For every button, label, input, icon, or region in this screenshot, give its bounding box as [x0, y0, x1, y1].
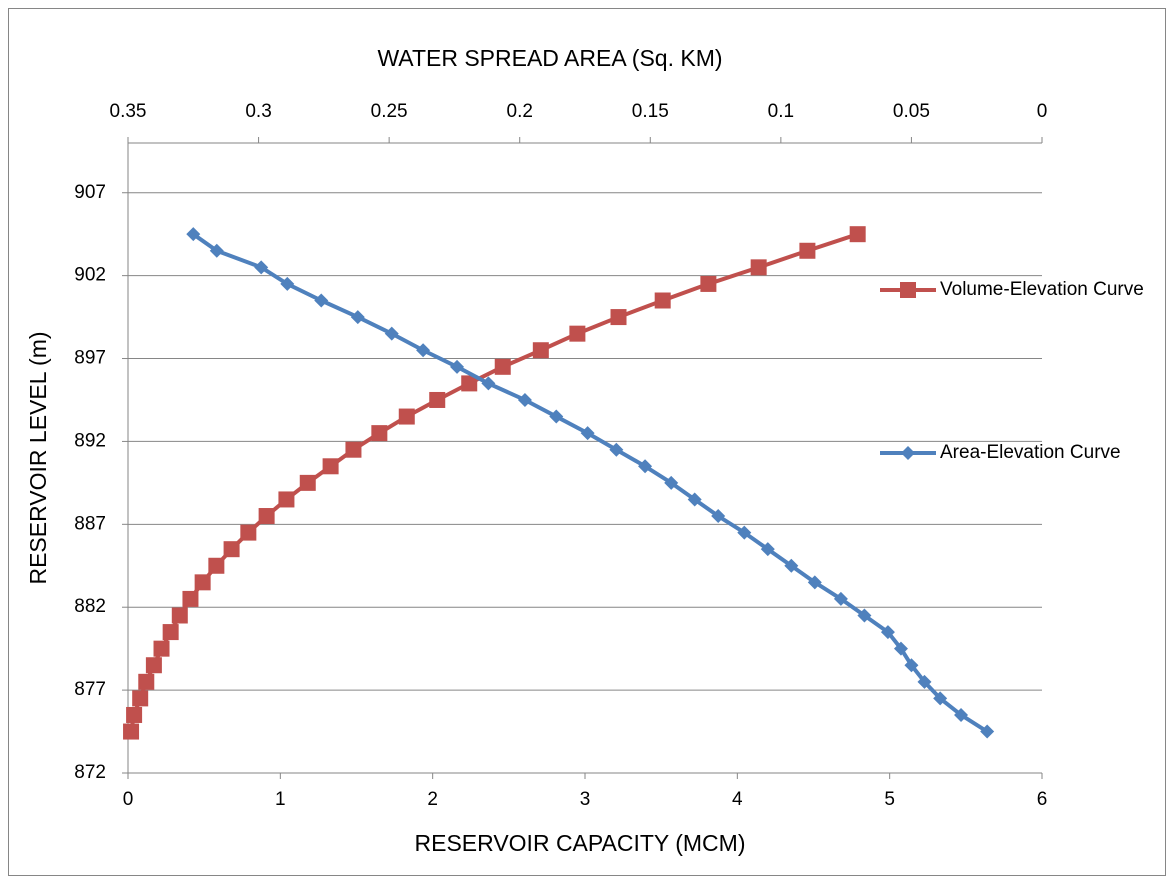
- marker: [833, 591, 848, 606]
- marker: [182, 590, 199, 607]
- marker: [549, 409, 564, 424]
- marker: [138, 673, 155, 690]
- marker: [322, 458, 339, 475]
- marker: [123, 723, 140, 740]
- marker: [162, 624, 179, 641]
- marker: [494, 358, 511, 375]
- y-tick-label: 882: [74, 596, 106, 617]
- marker: [186, 227, 201, 242]
- y-tick-label: 887: [74, 513, 106, 534]
- marker: [194, 574, 211, 591]
- legend-label: Volume-Elevation Curve: [940, 279, 1144, 300]
- x-tick-label: 2: [427, 789, 438, 810]
- x2-tick-label: 0: [1037, 101, 1048, 122]
- marker: [345, 441, 362, 458]
- marker: [980, 724, 995, 739]
- x-tick-label: 5: [884, 789, 895, 810]
- x2-tick-label: 0.25: [371, 101, 408, 122]
- marker: [278, 491, 295, 508]
- marker: [209, 243, 224, 258]
- marker: [750, 259, 767, 276]
- y-tick-label: 902: [74, 265, 106, 286]
- marker: [532, 342, 549, 359]
- marker: [153, 640, 170, 657]
- marker: [314, 293, 329, 308]
- marker: [254, 260, 269, 275]
- x2-tick-label: 0.35: [110, 101, 147, 122]
- marker: [687, 492, 702, 507]
- marker: [580, 426, 595, 441]
- marker: [664, 475, 679, 490]
- y-tick-label: 872: [74, 762, 106, 783]
- legend-label: Area-Elevation Curve: [940, 442, 1121, 463]
- marker: [901, 446, 915, 460]
- x-tick-label: 1: [275, 789, 286, 810]
- marker: [280, 276, 295, 291]
- x-axis-title: RESERVOIR CAPACITY (MCM): [415, 830, 746, 856]
- marker: [450, 359, 465, 374]
- marker: [416, 343, 431, 358]
- x-tick-label: 0: [123, 789, 134, 810]
- marker: [208, 557, 225, 574]
- marker: [893, 641, 908, 656]
- marker: [857, 608, 872, 623]
- marker: [638, 459, 653, 474]
- marker: [429, 391, 446, 408]
- marker: [398, 408, 415, 425]
- x2-tick-label: 0.2: [507, 101, 533, 122]
- marker: [240, 524, 257, 541]
- y-axis-title: RESERVOIR LEVEL (m): [25, 331, 51, 584]
- marker: [760, 542, 775, 557]
- marker: [258, 508, 275, 525]
- y-tick-label: 892: [74, 430, 106, 451]
- x2-axis-title: WATER SPREAD AREA (Sq. KM): [377, 45, 722, 71]
- chart-frame: [8, 8, 1166, 876]
- y-tick-label: 877: [74, 679, 106, 700]
- x2-tick-label: 0.05: [893, 101, 930, 122]
- y-tick-label: 907: [74, 182, 106, 203]
- x2-tick-label: 0.1: [768, 101, 794, 122]
- marker: [461, 375, 478, 392]
- y-tick-label: 897: [74, 348, 106, 369]
- marker: [517, 392, 532, 407]
- marker: [711, 509, 726, 524]
- marker: [917, 674, 932, 689]
- marker: [569, 325, 586, 342]
- marker: [737, 525, 752, 540]
- marker: [145, 657, 162, 674]
- marker: [654, 292, 671, 309]
- marker: [807, 575, 822, 590]
- marker: [371, 425, 388, 442]
- x-tick-label: 6: [1037, 789, 1048, 810]
- marker: [784, 558, 799, 573]
- marker: [610, 309, 627, 326]
- marker: [350, 310, 365, 325]
- marker: [880, 625, 895, 640]
- x-tick-label: 4: [732, 789, 743, 810]
- marker: [481, 376, 496, 391]
- x2-tick-label: 0.15: [632, 101, 669, 122]
- x-tick-label: 3: [580, 789, 591, 810]
- marker: [299, 474, 316, 491]
- marker: [933, 691, 948, 706]
- marker: [171, 607, 188, 624]
- marker: [126, 706, 143, 723]
- marker: [799, 242, 816, 259]
- marker: [700, 275, 717, 292]
- marker: [904, 658, 919, 673]
- x2-tick-label: 0.3: [245, 101, 271, 122]
- marker: [849, 226, 866, 243]
- marker: [954, 707, 969, 722]
- marker: [609, 442, 624, 457]
- marker: [900, 282, 916, 298]
- marker: [384, 326, 399, 341]
- marker: [132, 690, 149, 707]
- marker: [223, 541, 240, 558]
